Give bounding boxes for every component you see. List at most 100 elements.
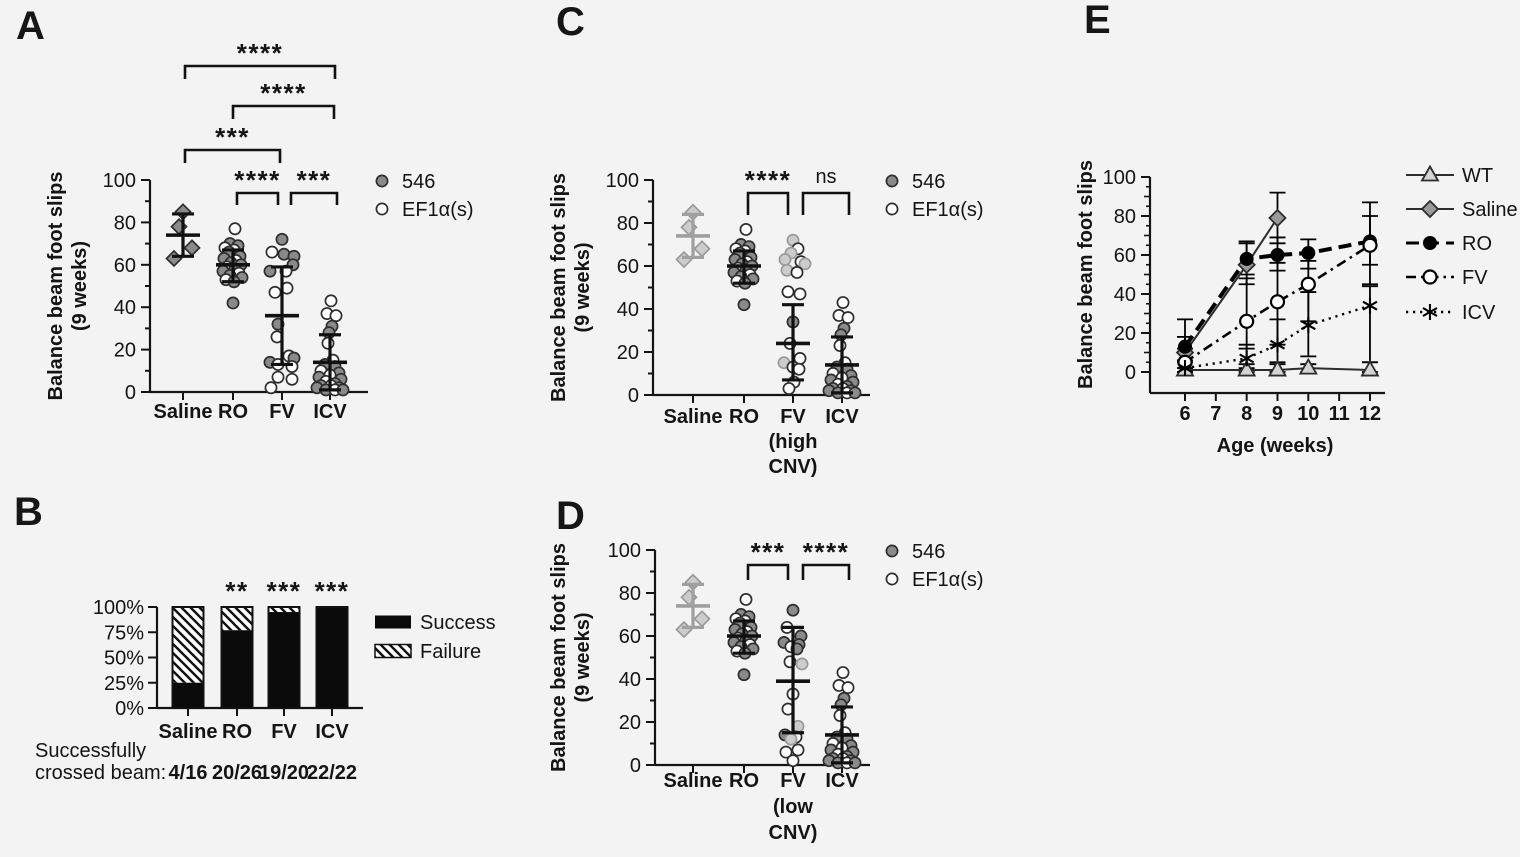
- sig-bracket: [746, 563, 790, 580]
- marker-filled-circle: [1239, 251, 1254, 266]
- marker-open-circle: [1362, 237, 1378, 253]
- sig-label: **: [225, 576, 248, 606]
- data-point: [793, 287, 807, 301]
- marker-filled-circle: [1270, 248, 1285, 262]
- data-point: [271, 370, 285, 384]
- bar-success: [172, 682, 204, 708]
- data-point: [885, 572, 899, 586]
- sig-label: ***: [297, 165, 332, 195]
- y-tick-label: 60: [114, 255, 136, 277]
- marker-diamond: [1420, 199, 1440, 219]
- bar-success: [268, 612, 300, 708]
- legend-label: 546: [912, 541, 945, 563]
- legend-label: EF1α(s): [402, 199, 474, 221]
- data-point: [781, 285, 795, 299]
- sig-label: ***: [751, 537, 786, 567]
- x-category-label: ICV: [825, 770, 859, 792]
- x-tick-label: 8: [1241, 403, 1252, 425]
- data-point: [836, 666, 850, 679]
- data-point: [329, 309, 343, 323]
- bar-success: [221, 630, 253, 708]
- marker-triangle: [1237, 359, 1257, 377]
- marker-asterisk: [1362, 300, 1378, 311]
- data-point: [739, 222, 753, 236]
- data-point-diamond: [675, 620, 693, 639]
- y-axis-title: (9 weeks): [572, 612, 594, 702]
- y-axis-title: (9 weeks): [69, 241, 91, 331]
- marker-triangle: [1420, 164, 1440, 182]
- legend-label: 546: [912, 171, 945, 193]
- data-point: [265, 245, 279, 259]
- data-point: [841, 311, 855, 325]
- footnote-label: Successfully: [35, 740, 146, 762]
- data-point: [739, 592, 753, 606]
- data-point: [833, 709, 847, 722]
- y-tick-label: 40: [619, 669, 641, 691]
- sig-bracket: [801, 563, 851, 580]
- x-category-label: Saline: [154, 401, 213, 423]
- sig-label: ***: [267, 576, 302, 606]
- marker-diamond: [1268, 208, 1287, 228]
- y-tick-label: 80: [1114, 206, 1136, 228]
- data-point: [228, 222, 242, 236]
- data-point: [798, 257, 812, 271]
- panel-e-label: E: [1084, 0, 1111, 42]
- x-category-label: CNV): [769, 456, 818, 478]
- x-category-label: CNV): [769, 822, 818, 844]
- data-point: [782, 382, 796, 395]
- marker-open-circle: [1239, 313, 1255, 329]
- data-point-diamond: [183, 239, 201, 257]
- y-tick-label: 0%: [115, 698, 144, 720]
- data-point: [784, 732, 798, 746]
- footnote-label: crossed beam:: [35, 762, 166, 784]
- marker-open-circle: [1269, 294, 1286, 310]
- data-point: [786, 603, 800, 617]
- y-tick-label: 100: [606, 170, 639, 192]
- sig-label: ****: [803, 537, 849, 567]
- sig-bracket: [183, 64, 337, 79]
- bar-failure: [268, 607, 300, 613]
- panel-e-chart: 0 20 40 60 80 100 6 7 8 9 10 11 12 Age (weeks) Balance…: [1075, 160, 1518, 457]
- data-point: [841, 681, 855, 695]
- footnote-value: 20/26: [212, 762, 262, 784]
- data-point: [790, 266, 804, 279]
- data-point: [795, 657, 809, 671]
- y-tick-label: 0: [628, 385, 639, 407]
- x-category-label: (high: [769, 431, 818, 453]
- data-point-diamond: [675, 250, 693, 269]
- sig-label: ****: [234, 165, 280, 195]
- sig-label: ****: [745, 165, 791, 195]
- x-category-label: RO: [222, 721, 252, 743]
- x-category-label: Saline: [159, 721, 218, 743]
- marker-triangle: [1298, 357, 1318, 375]
- y-tick-label: 60: [1114, 245, 1136, 267]
- x-category-label: RO: [729, 406, 759, 428]
- y-tick-label: 100: [103, 170, 136, 192]
- y-tick-label: 100: [608, 540, 641, 562]
- sig-bracket: [231, 104, 336, 119]
- legend-swatch-success: [375, 615, 411, 629]
- data-point: [737, 668, 751, 682]
- series-line-ICV: [1184, 304, 1371, 370]
- sig-label: ****: [237, 38, 283, 68]
- data-point-diamond: [165, 249, 183, 268]
- panel-d-chart: 0 20 40 60 80 100 Saline RO FV (low CNV) ICV Balance…: [548, 537, 984, 844]
- x-tick-label: 6: [1179, 403, 1190, 425]
- sig-label: ***: [215, 122, 250, 152]
- series-line-FV: [1184, 244, 1371, 364]
- x-category-label: Saline: [664, 406, 723, 428]
- data-point: [792, 362, 806, 376]
- data-point: [226, 296, 240, 310]
- sig-bracket: [801, 191, 851, 215]
- marker-triangle: [1360, 359, 1380, 377]
- y-tick-label: 60: [617, 256, 639, 278]
- legend-label: FV: [1462, 267, 1488, 289]
- legend-label: 546: [402, 171, 435, 193]
- data-point: [324, 294, 338, 308]
- legend-label: EF1α(s): [912, 569, 984, 591]
- sig-bracket: [183, 148, 282, 163]
- data-point: [375, 174, 389, 188]
- sig-label: ***: [315, 576, 350, 606]
- x-category-label: FV: [269, 401, 295, 423]
